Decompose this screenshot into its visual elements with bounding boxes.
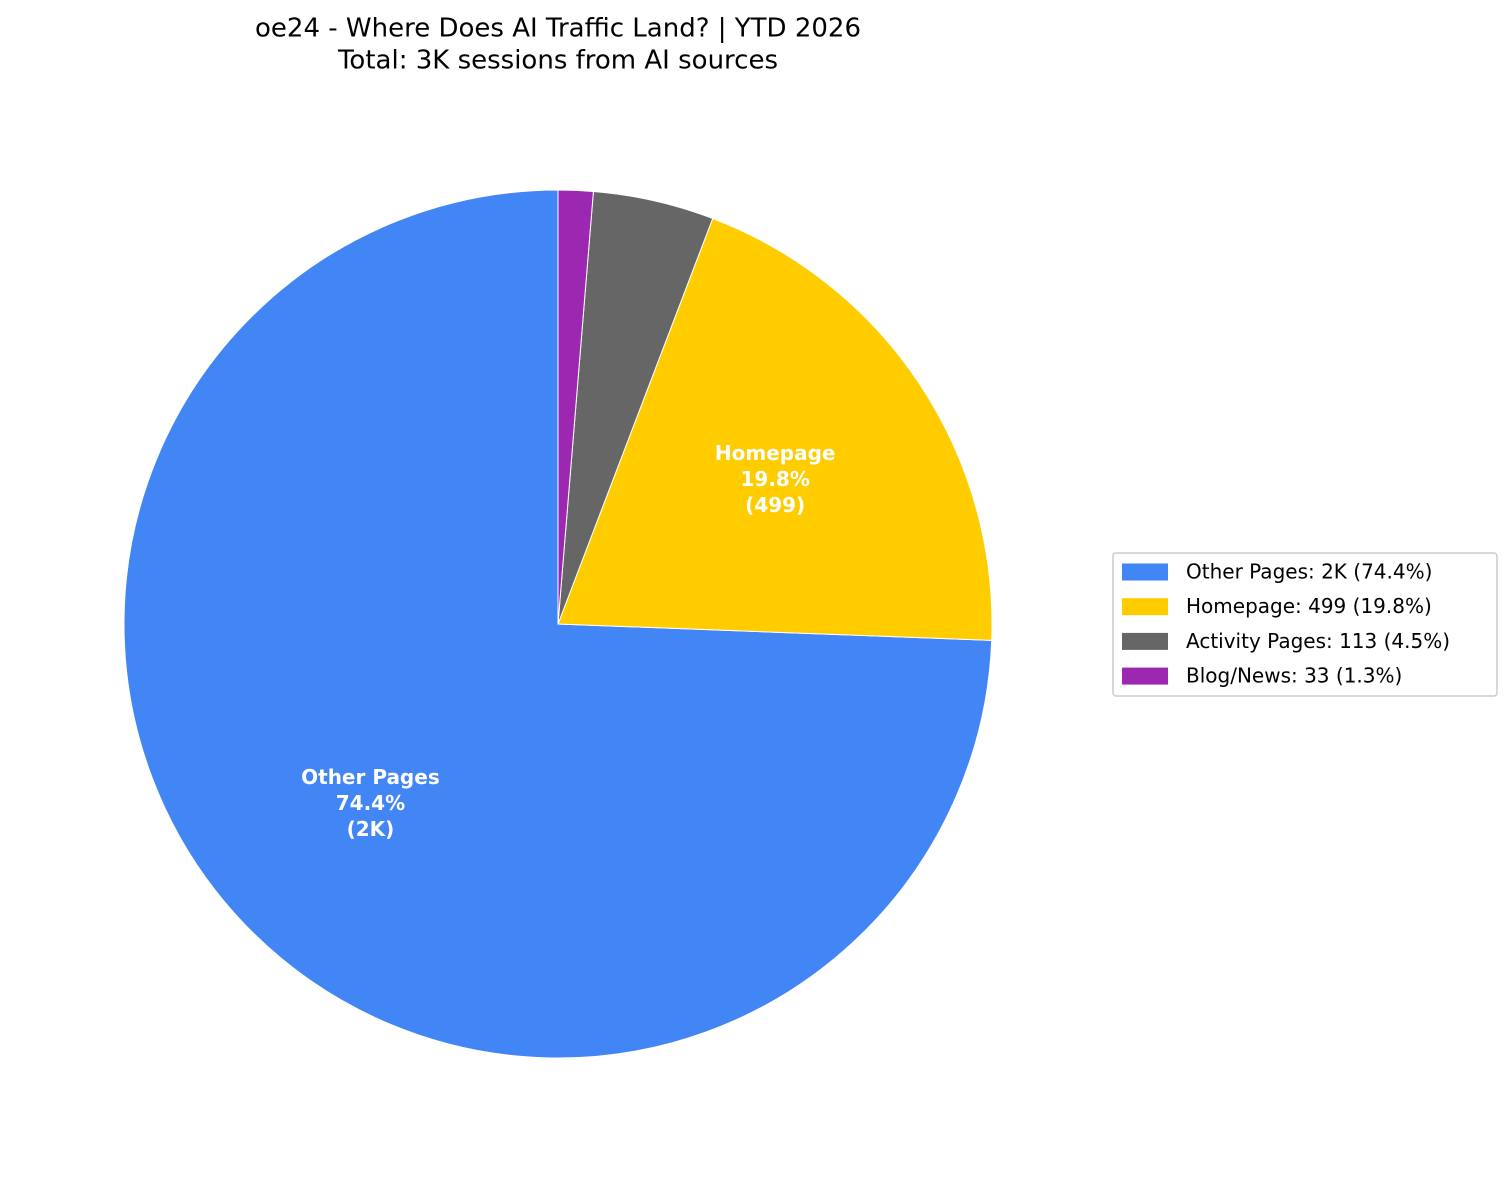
chart-title: oe24 - Where Does AI Traffic Land? | YTD… xyxy=(255,14,861,44)
legend-swatch xyxy=(1122,563,1168,581)
legend-label: Activity Pages: 113 (4.5%) xyxy=(1186,629,1450,653)
slice-label: Homepage xyxy=(715,441,836,465)
legend-swatch xyxy=(1122,598,1168,616)
slice-label: (499) xyxy=(745,493,805,517)
legend-label: Blog/News: 33 (1.3%) xyxy=(1186,664,1402,688)
slice-label: (2K) xyxy=(347,817,395,841)
pie-slice xyxy=(557,189,594,625)
legend-box xyxy=(1112,552,1498,697)
pie-slice xyxy=(557,217,993,641)
legend-swatch xyxy=(1122,632,1168,650)
legend-label: Other Pages: 2K (74.4%) xyxy=(1186,560,1432,584)
slice-label: 19.8% xyxy=(740,467,809,491)
legend-swatch xyxy=(1122,667,1168,685)
slice-label: 74.4% xyxy=(336,791,405,815)
legend-label: Homepage: 499 (19.8%) xyxy=(1186,594,1432,618)
slice-label: Other Pages xyxy=(301,765,440,789)
chart-subtitle: Total: 3K sessions from AI sources xyxy=(337,46,778,76)
